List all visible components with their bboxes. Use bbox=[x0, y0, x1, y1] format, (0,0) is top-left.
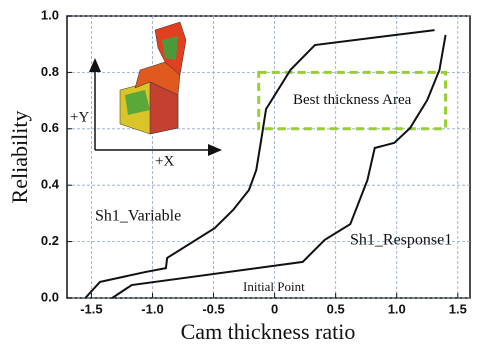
chart: +Y +X Cam thickness ratio Reliability Sh… bbox=[0, 0, 490, 353]
x-tick-label: -1.0 bbox=[141, 301, 163, 316]
x-tick-label: 0.5 bbox=[327, 301, 345, 316]
x-tick-label: 1.0 bbox=[388, 301, 406, 316]
annotation: Initial Point bbox=[243, 279, 305, 294]
y-tick-label: 0.4 bbox=[41, 177, 60, 192]
y-tick-label: 0.8 bbox=[41, 64, 59, 79]
series-label: Sh1_Response1 bbox=[350, 232, 452, 249]
inset-y-label: +Y bbox=[70, 109, 89, 125]
y-axis-title: Reliability bbox=[7, 111, 32, 204]
series-label: Sh1_Variable bbox=[95, 208, 181, 225]
y-tick-label: 0.2 bbox=[41, 233, 59, 248]
x-axis-title: Cam thickness ratio bbox=[181, 319, 356, 344]
x-tick-label: -0.5 bbox=[202, 301, 224, 316]
y-tick-label: 1.0 bbox=[41, 7, 59, 22]
y-tick-label: 0.0 bbox=[41, 289, 59, 304]
x-tick-label: 0 bbox=[271, 301, 278, 316]
highlight-label: Best thickness Area bbox=[293, 92, 412, 108]
x-tick-label: -1.5 bbox=[80, 301, 102, 316]
y-tick-label: 0.6 bbox=[41, 120, 59, 135]
inset-x-label: +X bbox=[155, 153, 174, 169]
plot-area bbox=[67, 16, 470, 298]
x-tick-label: 1.5 bbox=[449, 301, 467, 316]
